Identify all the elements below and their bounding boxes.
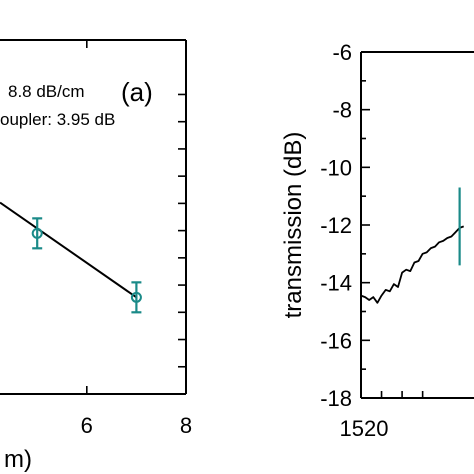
panel-b-ticks	[361, 51, 424, 399]
panel-b-y-tick-label-5: -8	[332, 98, 352, 123]
panel-a-x-tick-label-0: 6	[81, 413, 93, 438]
panel-a-fit-line	[0, 201, 137, 299]
panel-a-point-0	[31, 217, 43, 250]
panel-b-x-tick-labels: 1520	[340, 416, 389, 441]
panel-a-marker-1	[130, 291, 142, 303]
panel-b-x-tick-label-0: 1520	[340, 416, 389, 441]
panel-b-y-tick-labels: -18 -16 -14 -12 -10 -8 -6	[320, 40, 352, 411]
panel-b-chart: -18 -16 -14 -12 -10 -8 -6 1520 transmission (d…	[280, 40, 474, 441]
panel-a-fit-line-group	[0, 201, 137, 299]
panel-b-y-tick-label-6: -6	[332, 40, 352, 65]
panel-b-y-axis-label: transmission (dB)	[280, 132, 307, 319]
panel-b-y-tick-label-3: -12	[320, 213, 352, 238]
panel-b-y-tick-label-2: -14	[320, 271, 352, 296]
panel-a-x-tick-label-1: 8	[180, 413, 192, 438]
panel-a-label: (a)	[121, 77, 153, 107]
panel-a-x-axis-label: m)	[4, 446, 32, 473]
panel-b-y-tick-label-0: -18	[320, 386, 352, 411]
panel-b-spectrum-group	[360, 225, 465, 304]
panel-a-annotation-loss: 8.8 dB/cm	[8, 82, 85, 101]
panel-b-series-line-0	[360, 225, 465, 304]
panel-a-ticks	[86, 40, 187, 394]
panel-a-point-1	[130, 281, 142, 314]
panel-a-data-points	[31, 217, 142, 314]
panel-a-marker-0	[31, 227, 43, 239]
panel-b-y-tick-label-4: -10	[320, 155, 352, 180]
panel-b-y-tick-label-1: -16	[320, 328, 352, 353]
panel-a-annotation-coupler: oupler: 3.95 dB	[0, 110, 115, 129]
